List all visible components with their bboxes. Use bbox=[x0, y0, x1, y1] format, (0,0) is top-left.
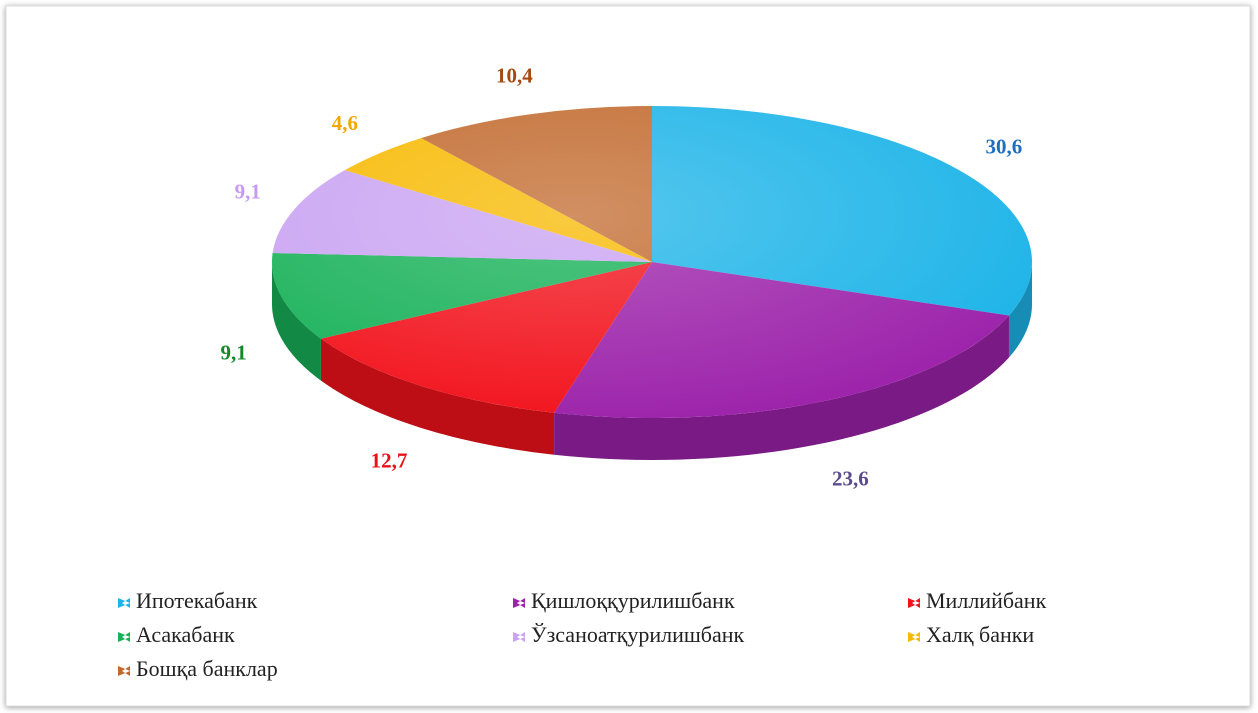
legend-swatch bbox=[908, 598, 920, 608]
legend-swatch bbox=[118, 598, 130, 608]
value-label: 9,1 bbox=[221, 341, 247, 365]
legend-label: Қишлоққурилишбанк bbox=[531, 588, 735, 613]
value-label: 4,6 bbox=[332, 111, 358, 135]
legend-swatch bbox=[513, 598, 525, 608]
legend-label: Миллийбанк bbox=[926, 588, 1047, 613]
legend-label: Асакабанк bbox=[136, 622, 235, 647]
value-label: 30,6 bbox=[985, 135, 1022, 159]
slice-side bbox=[554, 315, 1009, 460]
legend-swatch bbox=[908, 632, 920, 642]
value-label: 10,4 bbox=[496, 64, 533, 88]
legend-label: Ипотекабанк bbox=[136, 588, 258, 613]
value-label: 12,7 bbox=[371, 448, 408, 472]
legend-label: Бошқа банклар bbox=[136, 656, 278, 681]
legend-label: Халқ банки bbox=[926, 622, 1034, 647]
legend-swatch bbox=[118, 666, 130, 676]
value-label: 23,6 bbox=[832, 467, 869, 491]
value-label: 9,1 bbox=[235, 180, 261, 204]
legend-swatch bbox=[513, 632, 525, 642]
legend-swatch bbox=[118, 632, 130, 642]
legend-label: Ўзсаноатқурилишбанк bbox=[531, 622, 745, 647]
